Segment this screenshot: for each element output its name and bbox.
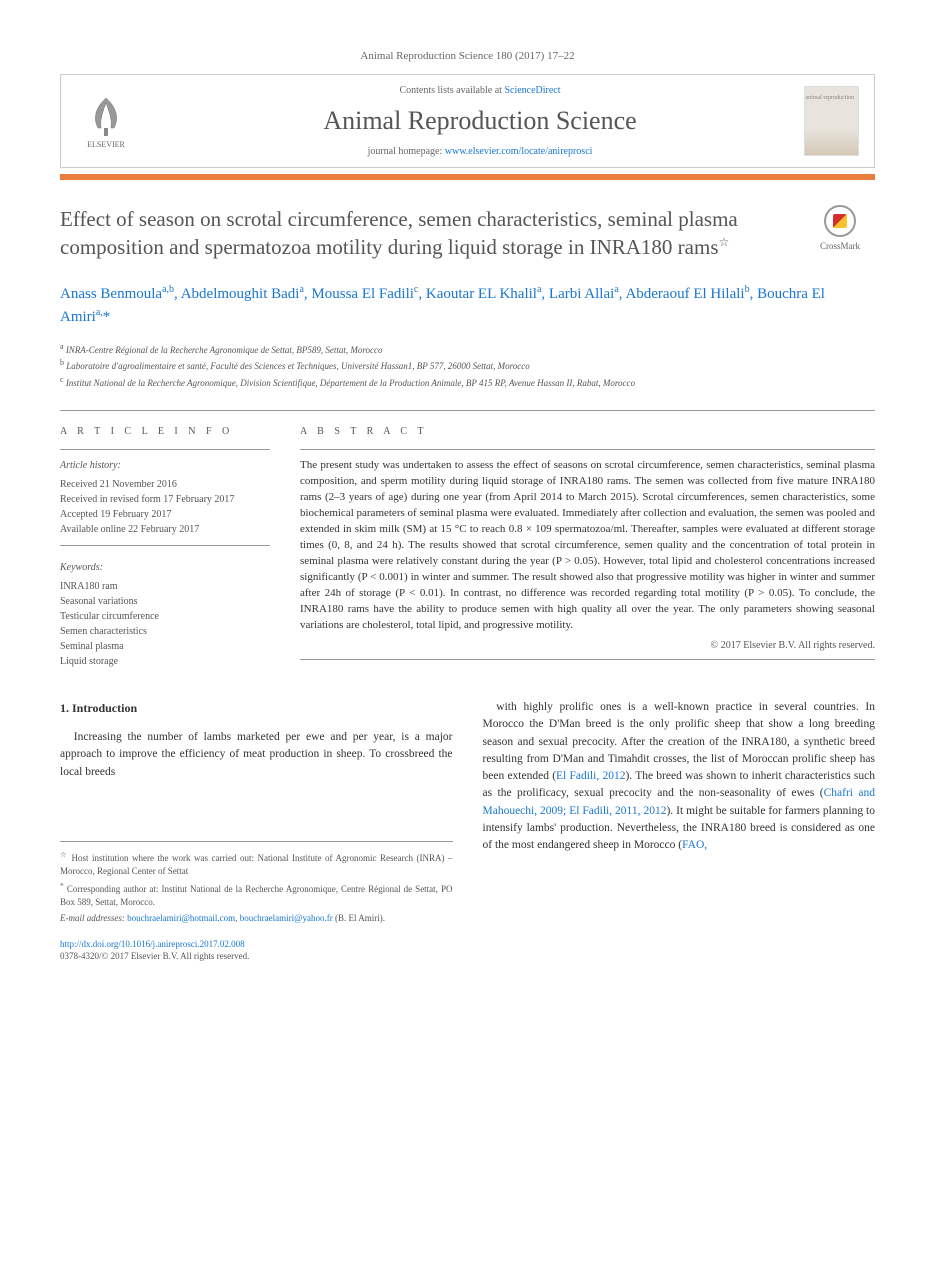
- journal-cover-thumbnail: animal reproduction: [804, 86, 859, 156]
- intro-paragraph-1: Increasing the number of lambs marketed …: [60, 729, 453, 781]
- journal-homepage: journal homepage: www.elsevier.com/locat…: [156, 146, 804, 157]
- body-column-left: 1. Introduction Increasing the number of…: [60, 699, 453, 925]
- keyword-1: Seasonal variations: [60, 594, 270, 609]
- intro-paragraph-2: with highly prolific ones is a well-know…: [483, 699, 876, 854]
- email-link-2[interactable]: bouchraelamiri@yahoo.fr: [240, 913, 333, 923]
- homepage-link[interactable]: www.elsevier.com/locate/anireprosci: [445, 146, 593, 157]
- history-received: Received 21 November 2016: [60, 477, 270, 492]
- elsevier-tree-icon: [86, 93, 126, 138]
- crossmark-icon: [824, 205, 856, 237]
- crossmark-label: CrossMark: [805, 241, 875, 251]
- history-label: Article history:: [60, 458, 270, 473]
- homepage-prefix: journal homepage:: [368, 146, 445, 157]
- cite-fao[interactable]: FAO,: [682, 839, 707, 851]
- elsevier-name: ELSEVIER: [87, 140, 125, 149]
- email-link-1[interactable]: bouchraelamiri@hotmail.com: [127, 913, 235, 923]
- authors-list: Anass Benmoulaa,b, Abdelmoughit Badia, M…: [60, 282, 875, 329]
- doi-link[interactable]: http://dx.doi.org/10.1016/j.anireprosci.…: [60, 939, 875, 949]
- abstract-heading: A B S T R A C T: [300, 426, 875, 437]
- history-online: Available online 22 February 2017: [60, 522, 270, 537]
- title-text: Effect of season on scrotal circumferenc…: [60, 207, 738, 259]
- abstract-text: The present study was undertaken to asse…: [300, 458, 875, 633]
- header-center: Contents lists available at ScienceDirec…: [156, 85, 804, 157]
- section-divider: [60, 410, 875, 411]
- abstract-bottom-divider: [300, 659, 875, 660]
- history-accepted: Accepted 19 February 2017: [60, 507, 270, 522]
- article-info-heading: A R T I C L E I N F O: [60, 426, 270, 437]
- title-row: Effect of season on scrotal circumferenc…: [60, 205, 875, 262]
- footnote-corresponding: * Corresponding author at: Institut Nati…: [60, 881, 453, 908]
- issn-copyright: 0378-4320/© 2017 Elsevier B.V. All right…: [60, 951, 875, 961]
- abstract-copyright: © 2017 Elsevier B.V. All rights reserved…: [300, 640, 875, 651]
- elsevier-logo: ELSEVIER: [76, 86, 136, 156]
- keyword-3: Semen characteristics: [60, 624, 270, 639]
- keywords-label: Keywords:: [60, 560, 270, 575]
- crossmark-badge[interactable]: CrossMark: [805, 205, 875, 251]
- journal-name: Animal Reproduction Science: [156, 106, 804, 136]
- orange-divider-bar: [60, 174, 875, 180]
- info-divider: [60, 545, 270, 546]
- info-abstract-row: A R T I C L E I N F O Article history: R…: [60, 426, 875, 669]
- contents-prefix: Contents lists available at: [399, 85, 504, 96]
- section-1-heading: 1. Introduction: [60, 699, 453, 717]
- header-citation: Animal Reproduction Science 180 (2017) 1…: [60, 50, 875, 62]
- body-column-right: with highly prolific ones is a well-know…: [483, 699, 876, 925]
- journal-header-box: ELSEVIER Contents lists available at Sci…: [60, 74, 875, 168]
- keyword-4: Seminal plasma: [60, 639, 270, 654]
- body-columns: 1. Introduction Increasing the number of…: [60, 699, 875, 925]
- history-revised: Received in revised form 17 February 201…: [60, 492, 270, 507]
- cite-elfadili-2012[interactable]: El Fadili, 2012: [556, 770, 625, 782]
- keyword-0: INRA180 ram: [60, 579, 270, 594]
- footnote-emails: E-mail addresses: bouchraelamiri@hotmail…: [60, 912, 453, 925]
- footnote-host: ☆ Host institution where the work was ca…: [60, 850, 453, 877]
- affiliation-a: a INRA-Centre Régional de la Recherche A…: [60, 341, 875, 358]
- keyword-2: Testicular circumference: [60, 609, 270, 624]
- keyword-5: Liquid storage: [60, 654, 270, 669]
- article-info-column: A R T I C L E I N F O Article history: R…: [60, 426, 270, 669]
- article-title: Effect of season on scrotal circumferenc…: [60, 205, 785, 262]
- contents-line: Contents lists available at ScienceDirec…: [156, 85, 804, 96]
- abstract-divider: [300, 449, 875, 450]
- abstract-column: A B S T R A C T The present study was un…: [300, 426, 875, 669]
- info-divider: [60, 449, 270, 450]
- affiliation-c: c Institut National de la Recherche Agro…: [60, 374, 875, 391]
- affiliations: a INRA-Centre Régional de la Recherche A…: [60, 341, 875, 391]
- title-footnote-marker: ☆: [719, 235, 730, 249]
- affiliation-b: b Laboratoire d'agroalimentaire et santé…: [60, 357, 875, 374]
- sciencedirect-link[interactable]: ScienceDirect: [504, 85, 560, 96]
- cover-label: animal reproduction: [806, 95, 854, 101]
- footnotes: ☆ Host institution where the work was ca…: [60, 841, 453, 925]
